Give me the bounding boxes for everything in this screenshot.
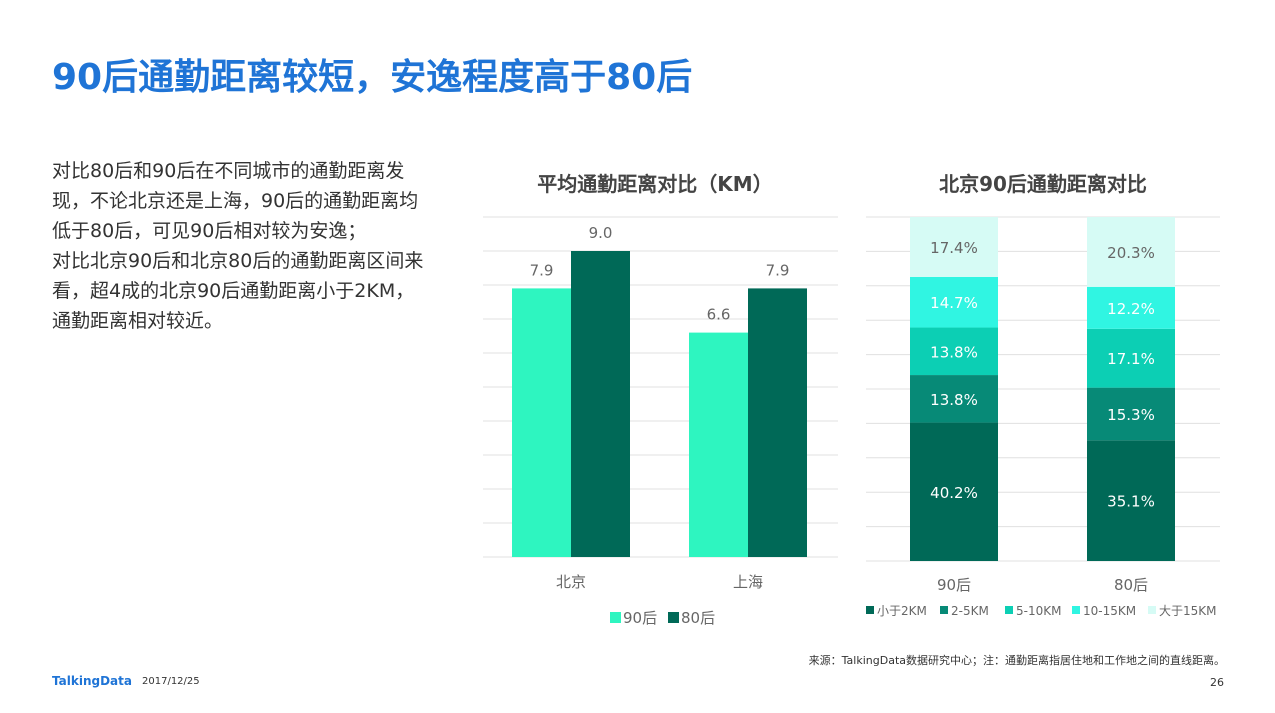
legend-swatch	[668, 612, 679, 623]
bar	[571, 251, 630, 557]
data-label: 7.9	[766, 261, 790, 279]
stacked-segment	[910, 375, 998, 423]
legend-swatch	[940, 606, 948, 614]
chart1-bars	[512, 251, 807, 557]
description-line: 对比北京90后和北京80后的通勤距离区间来	[52, 250, 424, 272]
legend-label: 80后	[681, 609, 715, 627]
legend-label: 2-5KM	[951, 604, 989, 618]
legend-label: 小于2KM	[877, 604, 927, 618]
stacked-segment	[1087, 328, 1175, 388]
stacked-segment	[1087, 217, 1175, 287]
bar	[689, 332, 748, 557]
bar	[512, 288, 571, 557]
stacked-segment	[1087, 387, 1175, 441]
chart2-bars	[910, 217, 1175, 561]
data-label: 13.8%	[930, 343, 978, 361]
stacked-segment	[910, 422, 998, 561]
stacked-segment	[910, 217, 998, 277]
data-label: 12.2%	[1107, 300, 1155, 318]
data-label: 40.2%	[930, 484, 978, 502]
data-label: 14.7%	[930, 294, 978, 312]
stacked-segment	[1087, 440, 1175, 561]
legend-swatch	[866, 606, 874, 614]
data-label: 35.1%	[1107, 493, 1155, 511]
x-tick-label: 北京	[556, 573, 586, 591]
legend-swatch	[610, 612, 621, 623]
legend-label: 90后	[623, 609, 657, 627]
brand-logo: TalkingData	[52, 674, 132, 688]
legend-swatch	[1072, 606, 1080, 614]
stacked-segment	[910, 276, 998, 328]
legend-label: 5-10KM	[1016, 604, 1061, 618]
chart-title-beijing-distribution: 北京90后通勤距离对比	[939, 172, 1147, 196]
chart-title-avg-distance: 平均通勤距离对比（KM）	[537, 172, 772, 196]
legend-label: 大于15KM	[1159, 604, 1217, 618]
page-number: 26	[1210, 676, 1224, 689]
data-label: 9.0	[589, 224, 613, 242]
chart1-data-labels: 7.9 9.0 6.6 7.9	[530, 224, 790, 324]
description-line: 对比80后和90后在不同城市的通勤距离发	[52, 160, 405, 182]
data-label: 17.1%	[1107, 350, 1155, 368]
data-label: 15.3%	[1107, 406, 1155, 424]
legend-label: 10-15KM	[1083, 604, 1136, 618]
description-line: 现，不论北京还是上海，90后的通勤距离均	[52, 190, 419, 212]
legend-swatch	[1005, 606, 1013, 614]
x-tick-label: 80后	[1114, 576, 1148, 594]
page-title: 90后通勤距离较短，安逸程度高于80后	[52, 57, 693, 98]
data-label: 7.9	[530, 261, 554, 279]
legend-swatch	[1148, 606, 1156, 614]
description-line: 低于80后，可见90后相对较为安逸；	[52, 220, 367, 242]
chart2-x-ticks: 90后 80后	[937, 576, 1148, 594]
x-tick-label: 上海	[733, 573, 763, 591]
description-line: 看，超4成的北京90后通勤距离小于2KM，	[52, 280, 415, 302]
data-label: 13.8%	[930, 391, 978, 409]
chart1-legend: 90后 80后	[610, 609, 715, 627]
data-label: 17.4%	[930, 239, 978, 257]
stacked-segment	[910, 327, 998, 376]
chart2-legend: 小于2KM 2-5KM 5-10KM 10-15KM 大于15KM	[866, 604, 1217, 618]
footer-date: 2017/12/25	[142, 676, 200, 687]
chart1-x-ticks: 北京 上海	[556, 573, 763, 591]
bar	[748, 288, 807, 557]
description-text: 对比80后和90后在不同城市的通勤距离发 现，不论北京还是上海，90后的通勤距离…	[52, 156, 452, 336]
description-line: 通勤距离相对较近。	[52, 310, 224, 332]
x-tick-label: 90后	[937, 576, 971, 594]
source-note: 来源：TalkingData数据研究中心；注：通勤距离指居住地和工作地之间的直线…	[808, 654, 1225, 667]
data-label: 6.6	[707, 306, 731, 324]
data-label: 20.3%	[1107, 244, 1155, 262]
chart2-data-labels: 40.2% 13.8% 13.8% 14.7% 17.4% 35.1% 15.3% 17.1%…	[930, 239, 1155, 511]
stacked-segment	[1087, 286, 1175, 329]
